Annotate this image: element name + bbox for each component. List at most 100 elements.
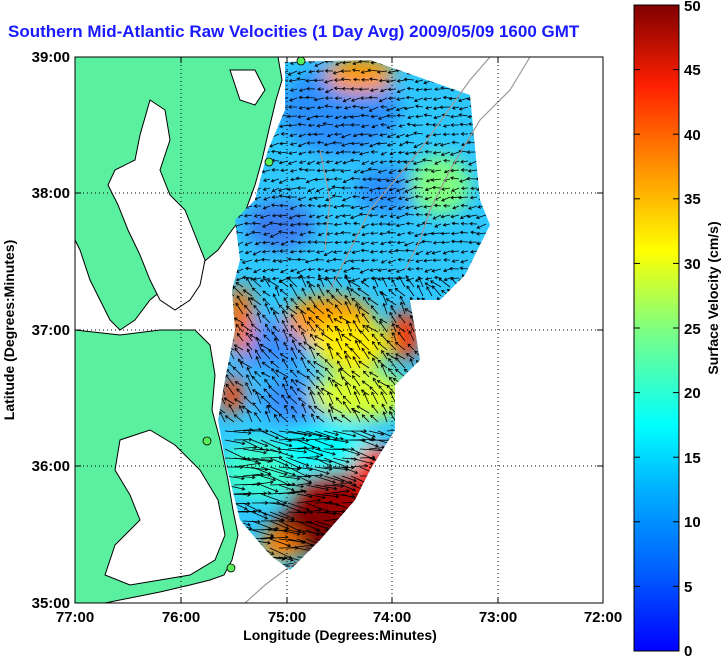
velocity-arrow [269, 439, 292, 447]
velocity-arrow-head [271, 249, 276, 254]
velocity-arrow-head [271, 375, 276, 380]
velocity-arrow-head [433, 142, 438, 147]
velocity-arrow [290, 169, 298, 172]
velocity-arrow-head [381, 403, 385, 408]
velocity-arrow [254, 214, 262, 217]
velocity-arrow-head [326, 187, 331, 192]
velocity-arrow-head [308, 296, 313, 300]
velocity-arrow-head [332, 70, 337, 75]
velocity-arrow [278, 430, 307, 436]
velocity-arrow-head [399, 295, 404, 300]
velocity-arrow [224, 397, 235, 405]
velocity-arrow-head [255, 390, 259, 395]
velocity-arrow-head [369, 461, 374, 465]
velocity-arrow-head [324, 68, 329, 73]
velocity-arrow-head [333, 416, 337, 421]
velocity-arrow-head [358, 60, 362, 64]
velocity-arrow [246, 367, 253, 378]
velocity-arrow-head [317, 277, 321, 281]
bathymetry-contour [404, 57, 531, 271]
velocity-arrow [282, 329, 289, 342]
velocity-arrow [299, 160, 307, 164]
velocity-arrow [234, 347, 244, 360]
velocity-arrow [290, 178, 298, 181]
velocity-arrow [370, 160, 379, 165]
velocity-arrow [361, 223, 370, 228]
velocity-arrow [298, 342, 307, 351]
velocity-arrow-head [421, 221, 426, 226]
velocity-arrow [395, 353, 406, 360]
velocity-arrow [431, 268, 442, 272]
velocity-arrow [379, 318, 388, 324]
velocity-arrow-head [367, 177, 372, 181]
velocity-arrow [324, 79, 334, 83]
velocity-arrow [347, 286, 352, 297]
velocity-arrow-head [359, 96, 364, 100]
velocity-arrow [265, 303, 271, 315]
velocity-arrow [431, 169, 442, 172]
velocity-arrow-head [272, 325, 277, 330]
velocity-arrow [325, 88, 334, 93]
velocity-arrow-head [248, 296, 252, 301]
velocity-arrow-head [235, 277, 240, 282]
velocity-arrow [299, 168, 307, 171]
velocity-arrow-head [316, 352, 320, 357]
velocity-arrow [344, 106, 352, 109]
velocity-arrow [395, 178, 406, 183]
velocity-arrow [396, 133, 406, 138]
velocity-arrow [289, 333, 298, 342]
velocity-arrow-head [246, 342, 250, 347]
velocity-arrow-head [296, 186, 301, 190]
velocity-arrow [330, 406, 343, 414]
velocity-arrow-head [421, 239, 425, 244]
velocity-arrow [378, 268, 388, 271]
velocity-arrow-head [269, 143, 273, 148]
velocity-arrow [399, 296, 406, 306]
velocity-arrow [296, 520, 320, 531]
velocity-arrow-head [327, 345, 332, 350]
velocity-arrow-head [258, 427, 262, 432]
velocity-arrow [377, 380, 388, 387]
velocity-arrow-head [289, 61, 294, 65]
velocity-arrow-head [441, 187, 445, 191]
velocity-arrow-head [288, 105, 292, 109]
velocity-arrow-head [316, 250, 320, 254]
velocity-arrow-head [376, 70, 381, 74]
velocity-arrow-head [296, 222, 301, 226]
velocity-arrow-head [327, 314, 331, 318]
velocity-arrow [337, 327, 343, 342]
velocity-arrow [413, 132, 424, 135]
velocity-arrow-head [387, 96, 392, 101]
velocity-arrow-head [341, 86, 346, 91]
velocity-arrow [291, 406, 298, 414]
velocity-arrow [350, 348, 361, 360]
velocity-arrow-head [255, 349, 259, 353]
velocity-arrow [341, 475, 357, 482]
velocity-arrow [451, 232, 460, 235]
colorbar-tick-label: 50 [684, 0, 701, 15]
y-tick-label: 35:00 [32, 595, 70, 612]
velocity-arrow [255, 241, 262, 245]
velocity-arrow-head [387, 87, 392, 92]
velocity-arrow [405, 133, 415, 137]
velocity-arrow [361, 347, 370, 360]
velocity-arrow-head [433, 275, 438, 280]
velocity-arrow [323, 438, 344, 441]
velocity-arrow [433, 151, 442, 154]
velocity-arrow [297, 78, 307, 81]
velocity-arrow [305, 529, 320, 536]
velocity-arrow-head [449, 266, 453, 271]
velocity-arrow-head [298, 167, 303, 172]
velocity-arrow [386, 298, 397, 306]
velocity-arrow [245, 250, 253, 254]
velocity-arrow-head [303, 341, 307, 345]
velocity-arrow [379, 321, 388, 333]
velocity-arrow [404, 160, 415, 163]
velocity-arrow [263, 178, 271, 182]
velocity-arrow [278, 466, 300, 470]
velocity-arrow-head [407, 267, 411, 271]
velocity-arrow-head [314, 335, 318, 339]
velocity-arrow-head [287, 257, 292, 262]
velocity-arrow [287, 511, 307, 514]
velocity-arrow [415, 105, 424, 108]
